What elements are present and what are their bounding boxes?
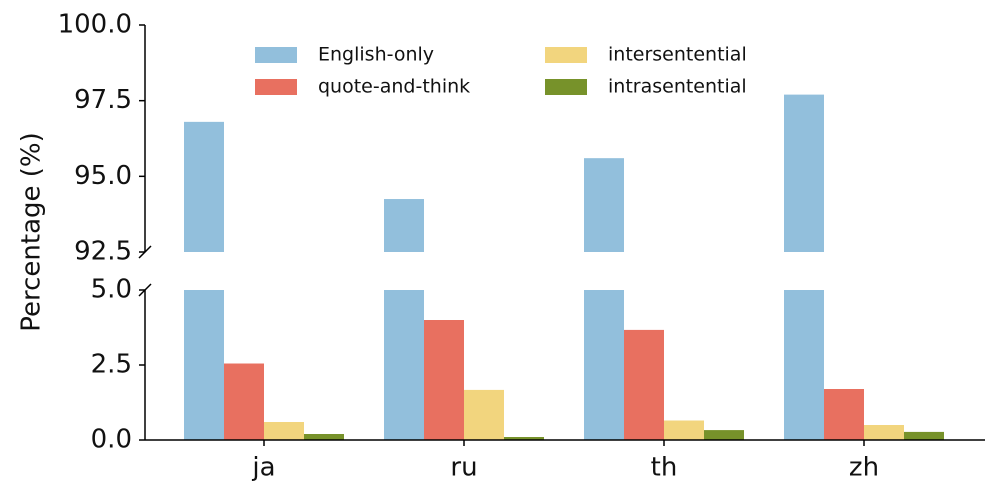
bar: [904, 431, 944, 440]
legend-label: quote-and-think: [318, 76, 470, 98]
bar: [464, 389, 504, 440]
bar: [184, 121, 224, 252]
bar: [784, 94, 824, 252]
y-tick-label: 0.0: [91, 425, 132, 455]
y-tick-label: 97.5: [74, 85, 132, 115]
y-axis-label: Percentage (%): [17, 132, 47, 332]
bar: [584, 158, 624, 252]
bar: [704, 430, 744, 440]
x-tick-label: ja: [251, 453, 275, 483]
y-tick-label: 5.0: [91, 275, 132, 305]
x-tick-label: th: [651, 453, 678, 483]
bar: [584, 290, 624, 440]
bar: [664, 420, 704, 440]
bar: [824, 389, 864, 440]
y-tick-label: 95.0: [74, 161, 132, 191]
bar: [304, 434, 344, 440]
bar: [264, 422, 304, 440]
legend-label: English-only: [318, 44, 434, 66]
bar: [384, 199, 424, 252]
legend-swatch: [545, 47, 587, 63]
bar: [864, 425, 904, 440]
bar: [784, 290, 824, 440]
bar: [624, 329, 664, 440]
bar: [224, 363, 264, 440]
x-tick-label: zh: [849, 453, 879, 483]
legend-swatch: [255, 47, 297, 63]
bar: [184, 290, 224, 440]
y-tick-label: 2.5: [91, 350, 132, 380]
bar: [424, 320, 464, 440]
legend-swatch: [255, 79, 297, 95]
bar: [384, 290, 424, 440]
y-tick-label: 92.5: [74, 237, 132, 267]
lower-panel: [184, 290, 944, 440]
y-tick-label: 100.0: [58, 10, 132, 40]
x-tick-label: ru: [450, 453, 477, 483]
legend-label: intrasentential: [608, 76, 747, 98]
upper-panel: [184, 94, 824, 252]
legend-label: intersentential: [608, 44, 747, 66]
bar: [504, 437, 544, 440]
legend-swatch: [545, 79, 587, 95]
